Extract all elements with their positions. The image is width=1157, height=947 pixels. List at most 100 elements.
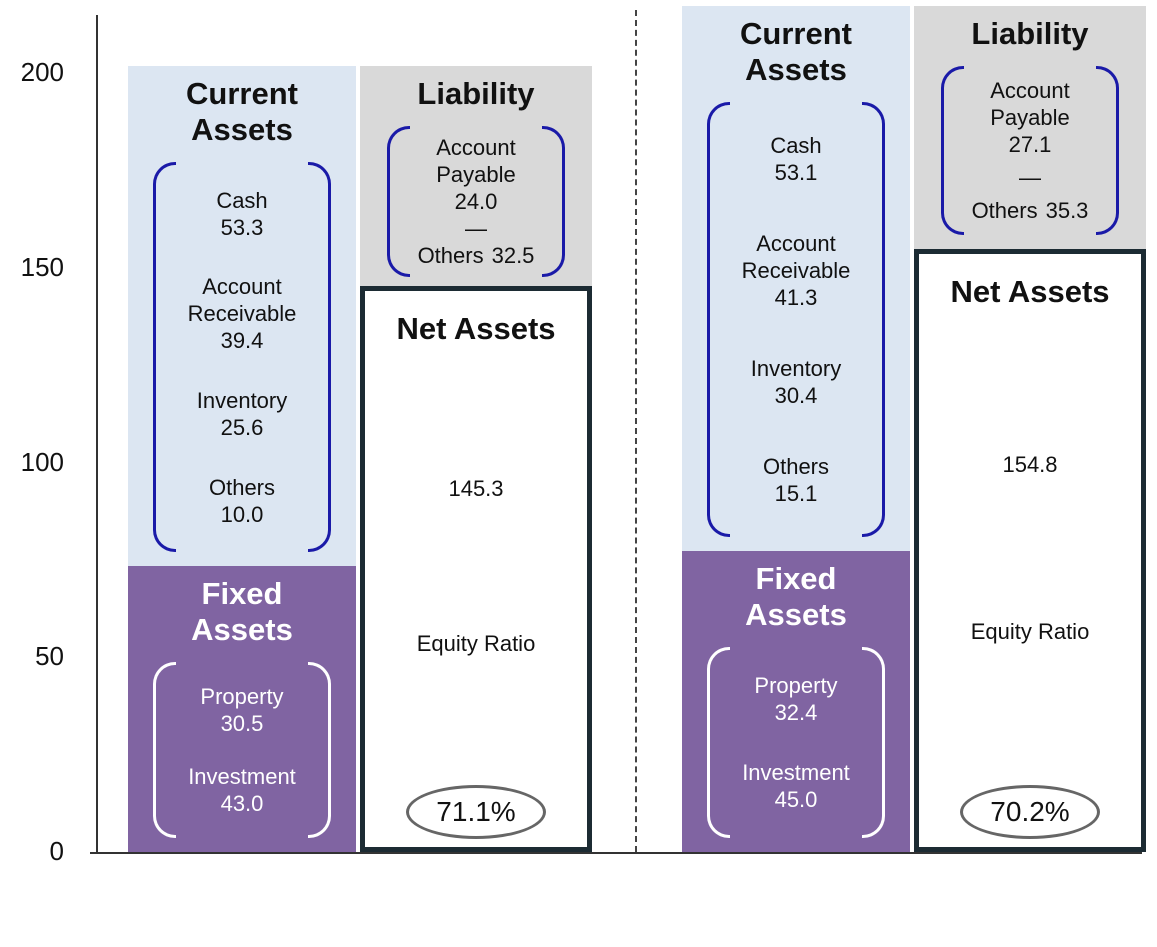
item-name: Others: [208, 474, 276, 500]
block-title: Fixed Assets: [745, 560, 847, 632]
liability-block: Liability Account Payable 24.0— Others 32.5: [360, 66, 592, 287]
item-value: 53.3: [220, 214, 264, 240]
block-text: Current Assets Cash 53.3 Account Receivable…: [128, 66, 356, 565]
y-tick-label: 100: [20, 446, 64, 477]
item-value: 32.5: [491, 243, 535, 269]
bracket: Cash 53.3 Account Receivable 39.4 Inventory 2…: [153, 162, 331, 553]
divider: [635, 10, 637, 852]
item-name: Account Payable: [436, 135, 516, 188]
bracket: Cash 53.1 Account Receivable 41.3 Inventory 3…: [707, 102, 885, 537]
item-value: 10.0: [220, 501, 264, 527]
block-title: Liability: [971, 16, 1089, 52]
item: Account Receivable 39.4: [167, 273, 317, 354]
item-value: 35.3: [1045, 198, 1089, 224]
item-value: 25.6: [220, 414, 264, 440]
x-axis-line: [90, 852, 1142, 854]
y-tick-label: 200: [20, 57, 64, 88]
asset-block: Current Assets Cash 53.3 Account Receivable…: [128, 66, 356, 566]
item: Property 30.5: [200, 683, 283, 737]
ratio: 70.2%: [960, 784, 1100, 839]
item-name: Investment: [742, 760, 850, 786]
y-axis-line: [96, 15, 98, 853]
block-title: Net Assets: [950, 274, 1110, 310]
asset-block: Current Assets Cash 53.1 Account Receivable…: [682, 6, 910, 551]
bracket-items: Property 30.5 Investment 43.0: [188, 670, 296, 830]
block-text: Liability Account Payable 24.0— Others 32.5: [360, 66, 592, 286]
block-title: Current Assets: [186, 76, 298, 148]
net-assets-block: Net Assets 145.3 Equity Ratio 71.1%: [360, 286, 592, 852]
item-value: 43.0: [220, 790, 264, 816]
segment: [128, 427, 356, 527]
item: Others 35.3: [972, 197, 1089, 224]
ratio-title: Equity Ratio: [970, 618, 1090, 644]
liability-block: Liability Account Payable 27.1 — Others 35.3: [914, 6, 1146, 250]
separator: —: [1019, 165, 1041, 191]
item: Inventory 25.6: [197, 387, 288, 441]
item-name: Account Payable: [990, 78, 1070, 131]
item: Account Receivable 41.3: [721, 230, 871, 311]
segment: [682, 212, 910, 374]
item: Others 32.5: [418, 242, 535, 269]
item: Inventory 30.4: [751, 355, 842, 409]
item: Investment 43.0: [188, 763, 296, 817]
asset-block: Fixed Assets Property 32.4 Investment 45.0: [682, 550, 910, 852]
block-text: Fixed Assets Property 30.5 Investment 43.0: [128, 566, 356, 852]
block-text: Liability Account Payable 27.1 — Others 35.3: [914, 6, 1146, 249]
item-value: 24.0: [454, 189, 498, 215]
item-value: 53.1: [774, 159, 818, 185]
y-tick-label: 150: [20, 252, 64, 283]
item: Others 15.1: [763, 453, 829, 507]
item-value: 32.4: [774, 699, 818, 725]
item-name: Account Receivable: [741, 230, 851, 283]
item: Cash 53.3: [216, 187, 267, 241]
item-value: 30.4: [774, 382, 818, 408]
block-text: Current Assets Cash 53.1 Account Receivable…: [682, 6, 910, 551]
item-value: 39.4: [220, 328, 264, 354]
item-name: Property: [200, 683, 284, 709]
item: Investment 45.0: [742, 759, 850, 813]
item: Others 10.0: [209, 474, 275, 528]
bracket-items: Property 32.4 Investment 45.0: [742, 655, 850, 830]
bracket-items: Account Payable 27.1 — Others 35.3: [955, 74, 1105, 227]
item-value: 15.1: [774, 480, 818, 506]
y-tick-label: 0: [49, 836, 64, 866]
bracket: Property 32.4 Investment 45.0: [707, 646, 885, 839]
item-name: Cash: [216, 187, 268, 213]
net-assets-block: Net Assets 154.8 Equity Ratio 70.2%: [914, 249, 1146, 852]
item-name: Others: [762, 453, 830, 479]
block-text: Net Assets 145.3 Equity Ratio 71.1%: [365, 291, 587, 847]
block-title: Net Assets: [396, 311, 556, 347]
item-name: Others: [971, 198, 1038, 224]
bracket: Account Payable 24.0— Others 32.5: [387, 126, 565, 278]
net-value: 145.3: [448, 476, 504, 502]
item-name: Inventory: [750, 355, 842, 381]
ratio-title: Equity Ratio: [416, 631, 536, 657]
item: Account Payable 27.1: [955, 77, 1105, 158]
bracket-items: Account Payable 24.0— Others 32.5: [401, 134, 551, 269]
item: Cash 53.1: [770, 132, 821, 186]
block-title: Current Assets: [740, 16, 852, 88]
block-title: Fixed Assets: [191, 575, 293, 647]
net-value: 154.8: [1002, 451, 1058, 477]
item: Property 32.4: [754, 672, 837, 726]
segment: [682, 373, 910, 492]
item-name: Others: [417, 243, 484, 269]
bracket: Property 30.5 Investment 43.0: [153, 661, 331, 839]
block-title: Liability: [417, 76, 535, 112]
block-text: Net Assets 154.8 Equity Ratio 70.2%: [919, 254, 1141, 847]
y-tick-label: 50: [35, 641, 64, 672]
item-name: Account Receivable: [187, 274, 297, 327]
block-text: Fixed Assets Property 32.4 Investment 45.0: [682, 551, 910, 852]
bracket: Account Payable 27.1 — Others 35.3: [941, 66, 1119, 236]
item-value: 45.0: [774, 787, 818, 813]
bracket-items: Cash 53.3 Account Receivable 39.4 Inventory 2…: [167, 170, 317, 543]
asset-block: Fixed Assets Property 30.5 Investment 43.0: [128, 565, 356, 852]
bracket-items: Cash 53.1 Account Receivable 41.3 Inventory 3…: [721, 110, 871, 529]
separator: —: [465, 216, 487, 242]
item-name: Cash: [770, 132, 822, 158]
item: Account Payable 24.0: [401, 134, 551, 215]
item-name: Inventory: [196, 387, 288, 413]
segment: [128, 273, 356, 428]
ratio: 71.1%: [406, 784, 546, 839]
